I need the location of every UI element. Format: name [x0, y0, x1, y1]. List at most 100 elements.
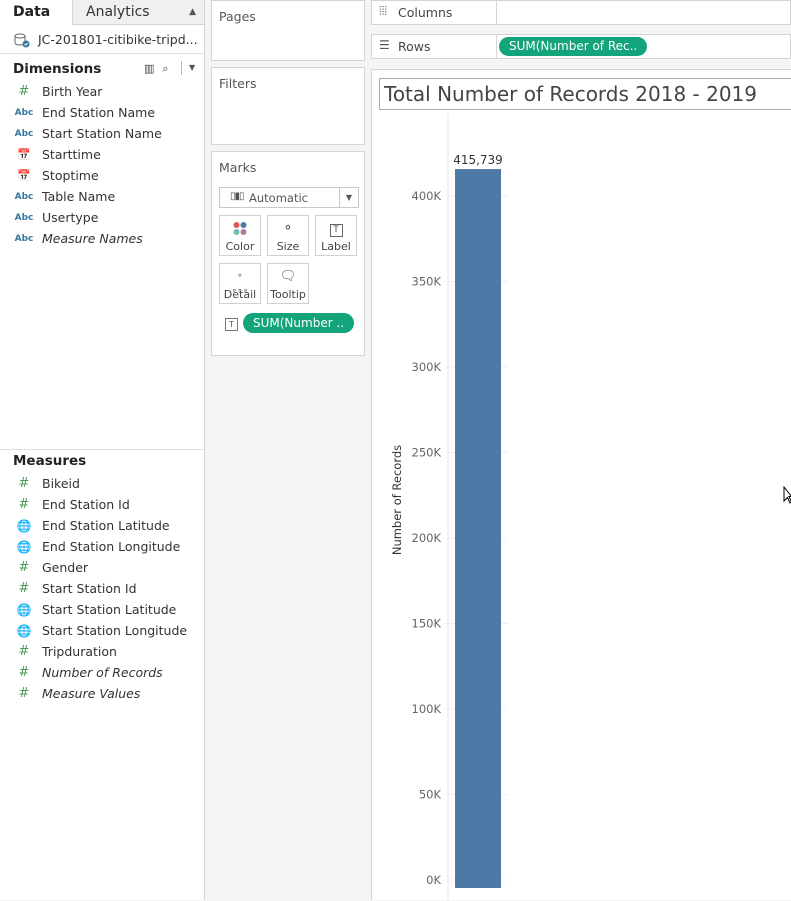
hash-icon: # [18, 476, 30, 491]
calendar-icon: 📅 [17, 169, 31, 182]
columns-shelf[interactable]: ⦙⦙⦙ Columns [371, 0, 791, 25]
view-as-list-icon[interactable]: ▥ [144, 62, 155, 75]
globe-icon: 🌐 [16, 540, 32, 554]
columns-label-box: ⦙⦙⦙ Columns [372, 1, 497, 24]
abc-icon: Abc [14, 213, 34, 223]
tools-divider [181, 61, 182, 75]
columns-label: Columns [398, 5, 453, 20]
field-label: End Station Name [42, 105, 156, 120]
size-icon: ⚬ [282, 221, 294, 236]
field-item[interactable]: 🌐 End Station Longitude [0, 537, 204, 558]
bar-chart: 0K 50K 100K 150K 200K 250K 300K 350K 400K Number … [390, 114, 508, 901]
field-item[interactable]: # Tripduration [0, 642, 204, 663]
field-label: Tripduration [42, 644, 117, 659]
marks-title: Marks [219, 160, 257, 175]
field-label: Table Name [42, 189, 116, 204]
field-item[interactable]: Abc Measure Names [0, 229, 204, 250]
hash-icon: # [18, 497, 30, 512]
pages-card[interactable]: Pages [211, 0, 365, 61]
detail-button[interactable]: ∘ ∘∘∘ Detail [219, 263, 261, 304]
bar[interactable] [455, 169, 501, 888]
field-item[interactable]: # Measure Values [0, 684, 204, 705]
field-item[interactable]: # Bikeid [0, 474, 204, 495]
field-item[interactable]: # Gender [0, 558, 204, 579]
y-axis-title: Number of Records [390, 445, 404, 555]
mark-type-dropdown[interactable]: ▯▮▯ Automatic ▼ [219, 187, 359, 208]
data-pane: Data Analytics ▲ JC-201801-citibike-trip… [0, 0, 205, 900]
measures-heading: Measures [13, 453, 87, 469]
rows-icon: ☰ [379, 38, 390, 52]
mouse-cursor-icon [783, 486, 791, 504]
hash-icon: # [18, 644, 30, 659]
bar-chart-icon: ▯▮▯ [230, 191, 244, 202]
abc-icon: Abc [14, 108, 34, 118]
color-icon [233, 222, 247, 235]
field-item[interactable]: # Start Station Id [0, 579, 204, 600]
y-tick-label: 150K [412, 617, 442, 631]
datasource-row[interactable]: JC-201801-citibike-tripd... [0, 28, 204, 54]
abc-icon: Abc [14, 129, 34, 139]
field-label: Start Station Name [42, 126, 162, 141]
marks-sum-pill[interactable]: SUM(Number .. [243, 313, 354, 333]
field-item[interactable]: 🌐 Start Station Latitude [0, 600, 204, 621]
rows-shelf[interactable]: ☰ Rows SUM(Number of Rec.. [371, 34, 791, 59]
pane-divider[interactable] [0, 449, 204, 450]
tooltip-button[interactable]: 🗨 Tooltip [267, 263, 309, 304]
size-button[interactable]: ⚬ Size [267, 215, 309, 256]
datasource-icon [14, 33, 30, 48]
detail-label: Detail [223, 288, 257, 301]
view-title: Total Number of Records 2018 - 2019 [384, 82, 758, 106]
tooltip-icon: 🗨 [279, 269, 297, 284]
y-tick-label: 200K [412, 531, 442, 545]
search-icon[interactable]: ⌕ [162, 62, 169, 75]
datasource-name: JC-201801-citibike-tripd... [38, 32, 198, 47]
text-label-icon: T [316, 221, 356, 237]
color-label: Color [225, 240, 255, 253]
field-item[interactable]: Abc Usertype [0, 208, 204, 229]
view-title-box[interactable]: Total Number of Records 2018 - 2019 [379, 78, 791, 110]
field-item[interactable]: 📅 Stoptime [0, 166, 204, 187]
rows-label: Rows [398, 39, 431, 54]
field-label: Measure Names [42, 231, 143, 246]
field-label: Birth Year [42, 84, 103, 99]
pages-title: Pages [219, 9, 256, 24]
field-label: Gender [42, 560, 89, 575]
globe-icon: 🌐 [16, 519, 32, 533]
updown-arrows-icon[interactable]: ▲ [189, 7, 196, 17]
tab-analytics[interactable]: Analytics ▲ [72, 0, 204, 25]
field-item[interactable]: Abc Start Station Name [0, 124, 204, 145]
field-item[interactable]: # Birth Year [0, 82, 204, 103]
field-item[interactable]: # End Station Id [0, 495, 204, 516]
marks-card: Marks ▯▮▯ Automatic ▼ Color ⚬ Size T Lab… [211, 151, 365, 356]
field-item[interactable]: Abc End Station Name [0, 103, 204, 124]
hash-icon: # [18, 686, 30, 701]
field-item[interactable]: # Number of Records [0, 663, 204, 684]
label-button[interactable]: T Label [315, 215, 357, 256]
field-label: Bikeid [42, 476, 80, 491]
pane-tabs: Data Analytics ▲ [0, 0, 204, 25]
filters-title: Filters [219, 76, 257, 91]
field-item[interactable]: 🌐 End Station Latitude [0, 516, 204, 537]
tooltip-label: Tooltip [270, 288, 306, 301]
rows-sum-pill[interactable]: SUM(Number of Rec.. [499, 37, 647, 56]
hash-icon: # [18, 84, 30, 99]
globe-icon: 🌐 [16, 603, 32, 617]
field-item[interactable]: Abc Table Name [0, 187, 204, 208]
y-tick-label: 350K [412, 275, 442, 289]
field-label: Start Station Latitude [42, 602, 177, 617]
field-label: Start Station Id [42, 581, 137, 596]
dimensions-menu-icon[interactable]: ▼ [189, 63, 196, 72]
filters-card[interactable]: Filters [211, 67, 365, 145]
label-label: Label [321, 240, 351, 253]
size-label: Size [276, 240, 300, 253]
field-label: Measure Values [42, 686, 141, 701]
view-area: Total Number of Records 2018 - 2019 0K 50… [371, 69, 791, 901]
columns-icon: ⦙⦙⦙ [379, 4, 388, 18]
field-label: Starttime [42, 147, 101, 162]
color-button[interactable]: Color [219, 215, 261, 256]
dimensions-tools: ▥ ⌕ [144, 62, 177, 76]
field-label: Stoptime [42, 168, 99, 183]
field-item[interactable]: 🌐 Start Station Longitude [0, 621, 204, 642]
field-item[interactable]: 📅 Starttime [0, 145, 204, 166]
tab-data[interactable]: Data [0, 0, 72, 25]
